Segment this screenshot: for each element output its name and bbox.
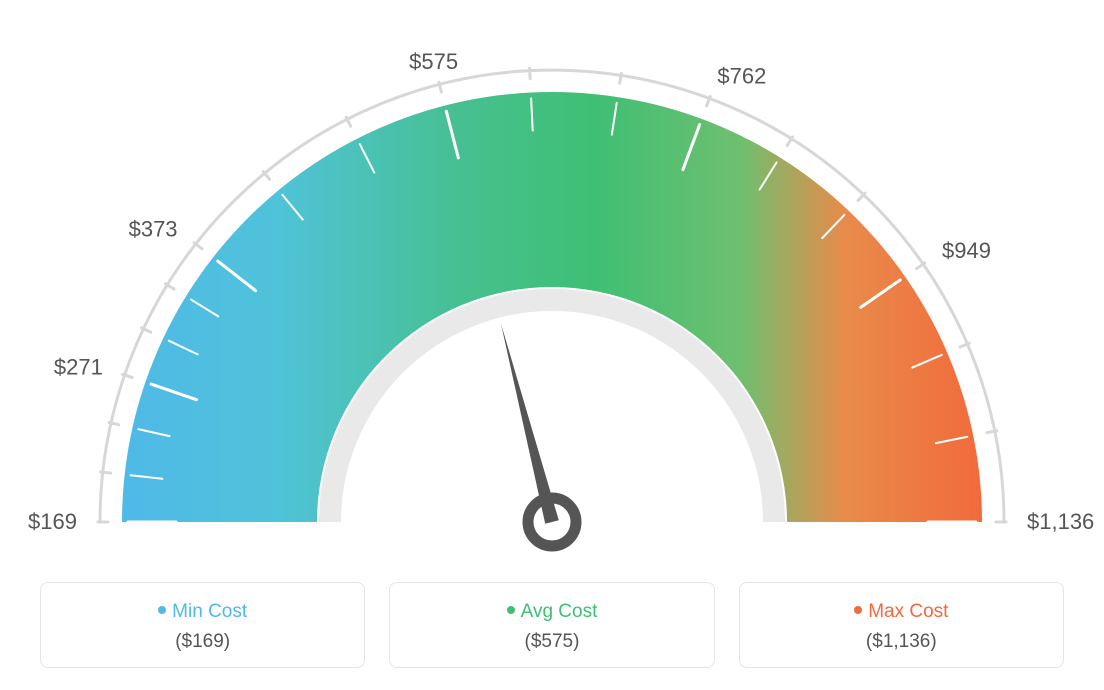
legend-card-max: Max Cost ($1,136)	[739, 582, 1064, 668]
tick-label: $271	[54, 354, 103, 379]
legend-value-min: ($169)	[51, 631, 354, 653]
legend-title-max: Max Cost	[750, 601, 1053, 623]
tick-label: $949	[942, 238, 991, 263]
dot-icon	[854, 606, 862, 614]
outer-tick	[109, 423, 119, 425]
legend-value-max: ($1,136)	[750, 631, 1053, 653]
tick-label: $1,136	[1027, 509, 1094, 534]
tick-label: $575	[409, 49, 458, 74]
legend-card-avg: Avg Cost ($575)	[389, 582, 714, 668]
legend-title-avg: Avg Cost	[400, 601, 703, 623]
outer-tick	[620, 73, 622, 83]
cost-gauge: $169 $271 $373 $575 $762 $949 $1,136	[0, 22, 1104, 582]
dot-icon	[507, 606, 515, 614]
legend-label: Avg Cost	[521, 601, 598, 622]
legend-label: Max Cost	[868, 601, 948, 622]
outer-tick	[987, 431, 997, 433]
legend-card-min: Min Cost ($169)	[40, 582, 365, 668]
legend-value-avg: ($575)	[400, 631, 703, 653]
legend-row: Min Cost ($169) Avg Cost ($575) Max Cost…	[0, 582, 1104, 668]
outer-tick	[101, 472, 111, 473]
gauge-svg: $169 $271 $373 $575 $762 $949 $1,136	[0, 22, 1104, 582]
legend-title-min: Min Cost	[51, 601, 354, 623]
tick-label: $373	[129, 217, 178, 242]
tick-label: $169	[28, 509, 77, 534]
dot-icon	[158, 606, 166, 614]
tick-label: $762	[717, 64, 766, 89]
legend-label: Min Cost	[172, 601, 247, 622]
